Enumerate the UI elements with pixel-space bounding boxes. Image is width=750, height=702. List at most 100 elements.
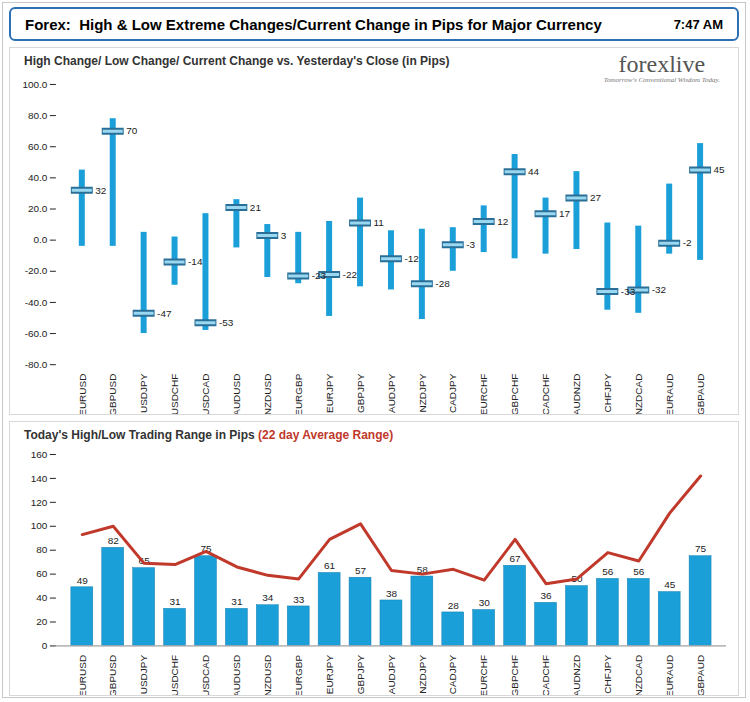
svg-text:NZDJPY: NZDJPY	[417, 373, 428, 412]
svg-text:21: 21	[250, 202, 262, 213]
svg-text:-53: -53	[219, 317, 234, 328]
svg-text:20.0: 20.0	[28, 203, 48, 214]
svg-text:-28: -28	[435, 278, 450, 289]
svg-text:EURAUD: EURAUD	[664, 655, 675, 695]
svg-text:-12: -12	[404, 253, 419, 264]
svg-text:34: 34	[262, 593, 274, 604]
svg-text:CHFJPY: CHFJPY	[602, 655, 613, 694]
svg-text:28: 28	[448, 600, 460, 611]
svg-text:GBPAUD: GBPAUD	[695, 374, 706, 414]
svg-text:CADCHF: CADCHF	[540, 655, 551, 695]
svg-text:EURCHF: EURCHF	[478, 374, 489, 414]
svg-text:CHFJPY: CHFJPY	[602, 373, 613, 412]
svg-text:-60.0: -60.0	[25, 328, 48, 339]
svg-text:60.0: 60.0	[28, 141, 48, 152]
svg-text:GBPAUD: GBPAUD	[695, 655, 706, 695]
svg-text:57: 57	[355, 565, 367, 576]
svg-text:USDJPY: USDJPY	[138, 655, 149, 695]
svg-text:-32: -32	[652, 284, 667, 295]
svg-text:NZDCAD: NZDCAD	[633, 655, 644, 695]
svg-text:17: 17	[559, 208, 571, 219]
svg-text:82: 82	[108, 535, 120, 546]
svg-text:45: 45	[714, 164, 726, 175]
svg-text:CADJPY: CADJPY	[447, 655, 458, 695]
svg-text:56: 56	[633, 566, 645, 577]
svg-text:EURJPY: EURJPY	[324, 373, 335, 413]
svg-text:GBPCHF: GBPCHF	[509, 655, 520, 695]
svg-text:40: 40	[36, 592, 48, 603]
svg-text:44: 44	[528, 166, 540, 177]
svg-text:20: 20	[36, 616, 48, 627]
svg-text:80: 80	[36, 544, 48, 555]
svg-text:EURAUD: EURAUD	[664, 374, 675, 414]
svg-text:EURUSD: EURUSD	[76, 374, 87, 414]
svg-text:60: 60	[36, 568, 48, 579]
svg-text:3: 3	[281, 230, 287, 241]
svg-text:30: 30	[479, 597, 491, 608]
svg-text:100.0: 100.0	[22, 79, 47, 90]
svg-text:USDCAD: USDCAD	[200, 655, 211, 695]
svg-text:AUDNZD: AUDNZD	[571, 374, 582, 414]
svg-text:36: 36	[540, 590, 552, 601]
svg-text:AUDUSD: AUDUSD	[231, 374, 242, 414]
svg-text:GBPUSD: GBPUSD	[107, 655, 118, 695]
svg-text:AUDJPY: AUDJPY	[386, 655, 397, 695]
svg-text:61: 61	[324, 560, 336, 571]
svg-text:31: 31	[170, 596, 182, 607]
svg-text:-2: -2	[683, 237, 692, 248]
svg-text:-3: -3	[466, 239, 475, 250]
svg-text:160: 160	[31, 449, 48, 460]
svg-text:EURGBP: EURGBP	[293, 655, 304, 696]
svg-text:27: 27	[590, 192, 602, 203]
svg-text:40.0: 40.0	[28, 172, 48, 183]
svg-text:CADJPY: CADJPY	[447, 373, 458, 413]
svg-text:-33: -33	[621, 286, 636, 297]
svg-text:EURJPY: EURJPY	[324, 655, 335, 695]
svg-text:0: 0	[42, 640, 48, 651]
svg-text:USDCHF: USDCHF	[169, 655, 180, 695]
svg-text:-20.0: -20.0	[25, 265, 48, 276]
svg-text:GBPUSD: GBPUSD	[107, 374, 118, 414]
svg-text:AUDJPY: AUDJPY	[386, 373, 397, 413]
svg-text:31: 31	[231, 596, 243, 607]
svg-text:45: 45	[664, 579, 676, 590]
svg-text:33: 33	[293, 594, 305, 605]
svg-text:100: 100	[31, 521, 48, 532]
svg-text:70: 70	[126, 125, 138, 136]
svg-text:0.0: 0.0	[34, 234, 48, 245]
svg-text:80.0: 80.0	[28, 110, 48, 121]
svg-text:11: 11	[374, 217, 385, 228]
html-text:forexlive: forexlive	[618, 51, 706, 77]
svg-text:38: 38	[386, 588, 398, 599]
svg-text:67: 67	[510, 553, 522, 564]
svg-text:75: 75	[695, 543, 707, 554]
svg-text:56: 56	[602, 566, 614, 577]
svg-text:NZDUSD: NZDUSD	[262, 655, 273, 695]
svg-text:CADCHF: CADCHF	[540, 374, 551, 414]
svg-text:GBPJPY: GBPJPY	[355, 373, 366, 413]
svg-text:AUDUSD: AUDUSD	[231, 655, 242, 695]
svg-text:NZDUSD: NZDUSD	[262, 374, 273, 414]
svg-text:EURUSD: EURUSD	[77, 655, 88, 695]
svg-text:EURCHF: EURCHF	[478, 655, 489, 695]
svg-text:-80.0: -80.0	[25, 359, 48, 370]
svg-text:-40.0: -40.0	[25, 297, 48, 308]
svg-text:NZDJPY: NZDJPY	[417, 655, 428, 694]
svg-text:GBPJPY: GBPJPY	[355, 655, 366, 695]
svg-text:-14: -14	[188, 256, 203, 267]
svg-text:12: 12	[497, 216, 509, 227]
svg-text:GBPCHF: GBPCHF	[509, 374, 520, 414]
svg-text:AUDNZD: AUDNZD	[571, 655, 582, 695]
svg-text:NZDCAD: NZDCAD	[633, 374, 644, 414]
svg-text:USDCHF: USDCHF	[169, 374, 180, 414]
svg-text:EURGBP: EURGBP	[293, 373, 304, 414]
svg-text:32: 32	[95, 185, 107, 196]
svg-text:USDJPY: USDJPY	[138, 373, 149, 413]
svg-text:USDCAD: USDCAD	[200, 374, 211, 414]
svg-text:49: 49	[77, 575, 89, 586]
svg-text:120: 120	[31, 497, 48, 508]
svg-text:-22: -22	[343, 269, 358, 280]
svg-text:-47: -47	[157, 308, 172, 319]
svg-text:140: 140	[31, 473, 48, 484]
svg-text:-23: -23	[312, 270, 327, 281]
